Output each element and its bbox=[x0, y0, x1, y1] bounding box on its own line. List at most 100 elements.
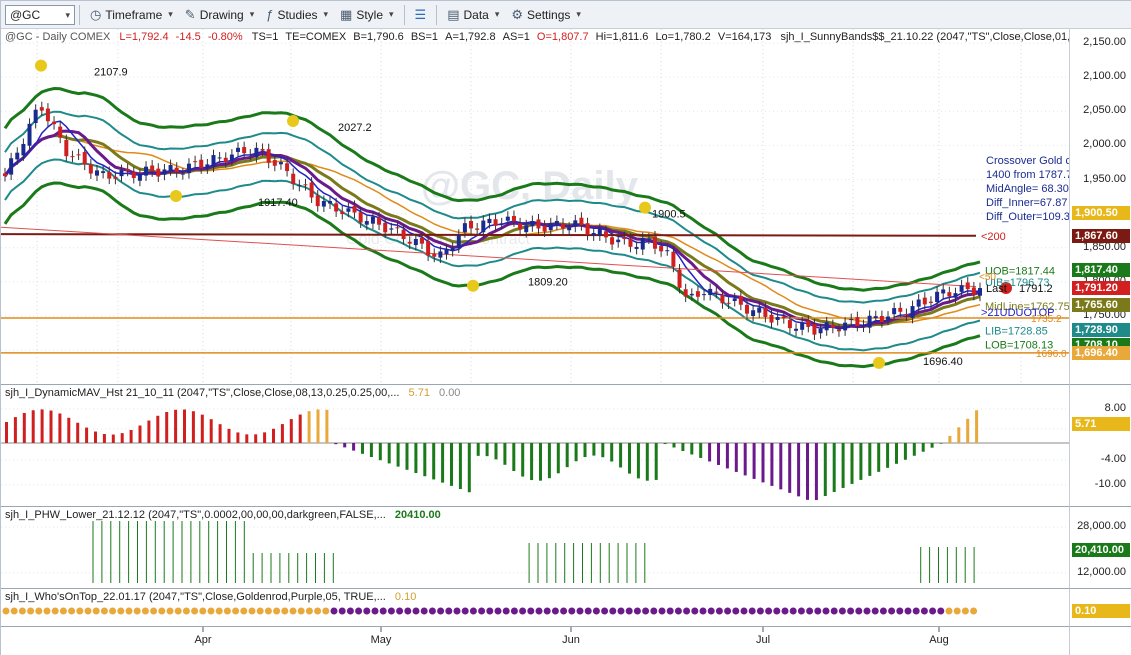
wot-dot bbox=[191, 607, 199, 615]
ts-value: TS=1 bbox=[251, 31, 279, 43]
mav-bar bbox=[245, 434, 249, 443]
candle-body bbox=[309, 182, 314, 198]
wot-dot bbox=[256, 607, 264, 615]
wot-dot bbox=[609, 607, 617, 615]
mav-bar bbox=[31, 410, 35, 443]
bid-size: BS=1 bbox=[410, 31, 439, 43]
candle-body bbox=[567, 227, 572, 231]
candle-body bbox=[426, 240, 431, 256]
mav-bar bbox=[761, 443, 765, 483]
candle-body bbox=[536, 219, 541, 229]
candle-body bbox=[107, 171, 112, 179]
drawing-label: Drawing bbox=[199, 7, 244, 22]
wot-axis[interactable]: 0.10 bbox=[1069, 588, 1131, 626]
mav-bar bbox=[921, 443, 925, 452]
wot-dot bbox=[453, 607, 461, 615]
mav-bar bbox=[752, 443, 756, 479]
candle-body bbox=[321, 200, 326, 207]
ma200-line bbox=[0, 233, 977, 237]
candle-body bbox=[971, 287, 976, 295]
candle-body bbox=[76, 154, 81, 156]
candle-body bbox=[33, 109, 38, 124]
price-pane[interactable]: @GC - Daily COMEX L=1,792.4 -14.5 -0.80%… bbox=[0, 29, 1085, 384]
studies-label: Studies bbox=[277, 7, 318, 22]
chevron-down-icon: ▾ bbox=[576, 9, 581, 19]
phw-pane[interactable]: sjh_I_PHW_Lower_21.12.12 (2047,"TS",0.00… bbox=[1, 506, 1069, 588]
pivot-dot bbox=[35, 59, 47, 72]
mav-bar bbox=[254, 434, 258, 443]
candle-body bbox=[898, 307, 903, 312]
candle-body bbox=[180, 173, 185, 175]
style-button[interactable]: ▦ Style ▾ bbox=[334, 4, 400, 26]
candle-body bbox=[248, 154, 253, 156]
mav-axis[interactable]: 8.004.00-4.00-10.005.71 bbox=[1069, 384, 1131, 506]
wot-dot bbox=[576, 607, 584, 615]
info-line: Diff_Outer=109.3 bbox=[986, 211, 1069, 223]
wot-pane[interactable]: sjh_I_Who'sOnTop_22.01.17 (2047,"TS",Clo… bbox=[1, 588, 1069, 626]
price-tick: 2,050.00 bbox=[1083, 104, 1126, 117]
wot-dot bbox=[240, 607, 248, 615]
candle-body bbox=[94, 170, 99, 176]
candle-body bbox=[469, 220, 474, 229]
drawing-button[interactable]: ✎ Drawing ▾ bbox=[179, 4, 260, 26]
candle-body bbox=[456, 234, 461, 248]
mav-bar bbox=[601, 443, 605, 458]
wot-dot bbox=[781, 607, 789, 615]
studies-button[interactable]: ƒ Studies ▾ bbox=[260, 4, 334, 26]
mav-histogram[interactable] bbox=[1, 385, 1069, 507]
data-button[interactable]: ▤ Data ▾ bbox=[441, 4, 505, 26]
time-axis[interactable]: Apr May Jun Jul Aug bbox=[1, 626, 1069, 655]
mav-bar bbox=[539, 443, 542, 481]
mav-bar bbox=[975, 410, 979, 443]
settings-button[interactable]: ⚙ Settings ▾ bbox=[505, 4, 587, 26]
phw-axis[interactable]: 28,000.00 12,000.00 20,410.00 bbox=[1069, 506, 1131, 588]
timeframe-button[interactable]: ◷ Timeframe ▾ bbox=[84, 4, 179, 26]
wot-dot bbox=[838, 607, 846, 615]
wot-dot bbox=[584, 607, 592, 615]
wot-dot bbox=[732, 607, 740, 615]
candle-body bbox=[27, 123, 32, 146]
wot-dot bbox=[642, 607, 650, 615]
candle-body bbox=[732, 298, 737, 302]
candle-body bbox=[640, 237, 645, 250]
wot-dot bbox=[592, 607, 600, 615]
price-axis[interactable]: 2,150.00 2,100.00 2,050.00 2,000.00 1,950.00… bbox=[1069, 29, 1131, 384]
mav-bar bbox=[930, 443, 934, 448]
candle-body bbox=[303, 184, 308, 186]
chevron-down-icon: ▾ bbox=[65, 9, 70, 20]
mav-bar bbox=[67, 417, 71, 443]
wot-dot bbox=[92, 607, 100, 615]
mav-bar bbox=[405, 443, 409, 470]
mav-pane[interactable]: sjh_I_DynamicMAV_Hst 21_10_11 (2047,"TS"… bbox=[1, 384, 1069, 506]
mav-bar bbox=[298, 414, 302, 443]
candle-body bbox=[15, 152, 20, 160]
pencil-icon: ✎ bbox=[184, 6, 196, 22]
candle-body bbox=[671, 251, 676, 267]
wot-dot bbox=[937, 607, 945, 615]
separator bbox=[436, 4, 438, 25]
study-label: sjh_I_SunnyBands$$_21.10.22 (2047,"TS",C… bbox=[780, 31, 1086, 43]
ask-value: A=1,792.8 bbox=[445, 31, 496, 43]
phw-histogram[interactable] bbox=[1, 507, 1069, 589]
wot-dot bbox=[150, 607, 158, 615]
candle-body bbox=[58, 126, 63, 138]
wot-dot bbox=[773, 607, 781, 615]
wot-dot bbox=[363, 607, 371, 615]
axis-corner bbox=[1069, 626, 1131, 655]
mav-bar bbox=[378, 443, 382, 461]
layout-button[interactable]: ☰ bbox=[409, 4, 433, 26]
label-50: <50 bbox=[979, 272, 996, 283]
label-high1: 2107.9 bbox=[94, 67, 128, 79]
candle-body bbox=[947, 292, 952, 297]
symbol-input[interactable]: @GC ▾ bbox=[5, 4, 75, 25]
wot-dot bbox=[141, 607, 149, 615]
wot-dot bbox=[27, 607, 35, 615]
wot-dots[interactable] bbox=[1, 589, 1069, 627]
wot-dot bbox=[535, 607, 543, 615]
wot-dot bbox=[830, 607, 838, 615]
wot-dot bbox=[207, 607, 215, 615]
mav-bar bbox=[450, 443, 453, 486]
price-tag: 1,791.20 bbox=[1072, 280, 1130, 295]
wot-dot bbox=[297, 607, 305, 615]
